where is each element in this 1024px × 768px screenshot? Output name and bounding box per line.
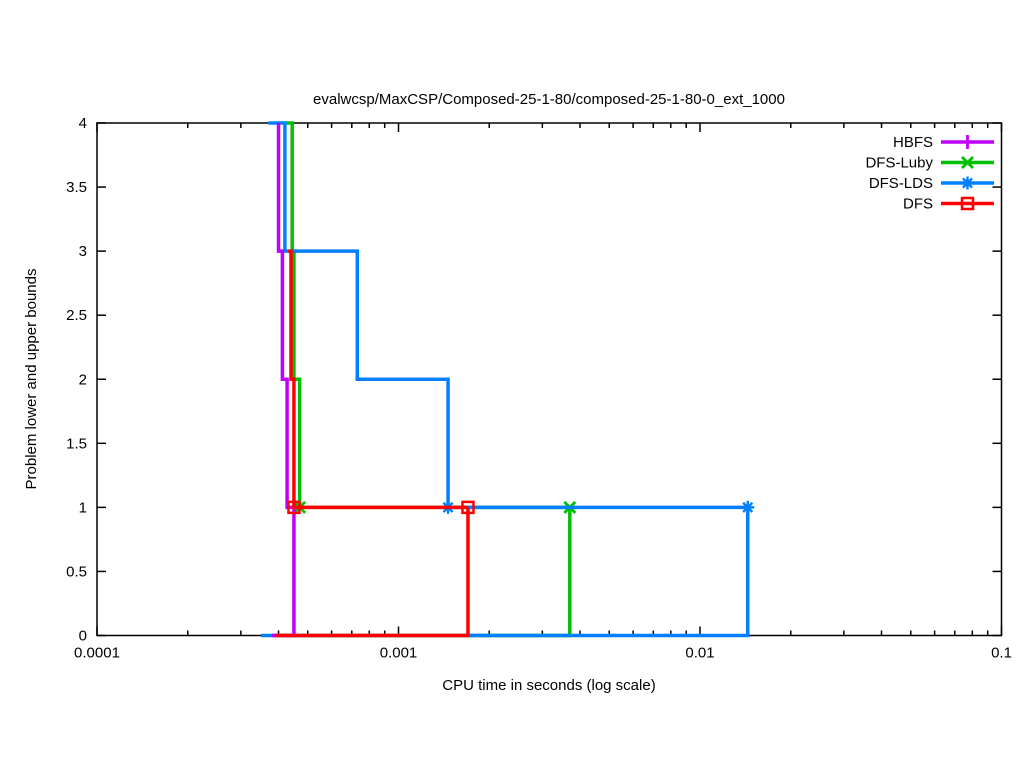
plot-border-rect bbox=[96, 122, 1003, 637]
y-tick-label: 3 bbox=[79, 243, 87, 260]
upper-bound-curve bbox=[287, 249, 468, 510]
legend: HBFS DFS-Luby DFS-LDS DFS bbox=[865, 134, 994, 213]
star-marker-icon bbox=[741, 500, 755, 514]
y-tick-label: 0.5 bbox=[66, 563, 87, 580]
x-tick-label: 0.1 bbox=[991, 645, 1012, 662]
legend-label: DFS-Luby bbox=[865, 155, 933, 172]
axis-ticks bbox=[96, 122, 1003, 637]
y-tick-label: 0 bbox=[79, 628, 87, 645]
y-tick-label: 2.5 bbox=[66, 307, 87, 324]
square-marker-icon bbox=[960, 196, 975, 211]
lower-bound-curve bbox=[275, 507, 470, 638]
x-tick-label: 0.001 bbox=[380, 645, 418, 662]
y-tick-label: 4 bbox=[79, 115, 87, 132]
star-marker-icon bbox=[961, 176, 974, 190]
y-tick-label: 2 bbox=[79, 371, 87, 388]
y-tick-label: 3.5 bbox=[66, 179, 87, 196]
series-DFS-LDS bbox=[261, 121, 755, 638]
lower-bound-curve bbox=[261, 507, 750, 638]
y-tick-label: 1.5 bbox=[66, 435, 87, 452]
lower-bound-curve bbox=[271, 507, 296, 638]
upper-bound-curve bbox=[268, 121, 748, 510]
series-DFS bbox=[275, 249, 475, 638]
plot-border bbox=[96, 122, 1003, 637]
legend-item-DFS-Luby: DFS-Luby bbox=[865, 155, 994, 172]
tick-labels: 0.0001 0.001 0.01 0.1 0 0.5 1 1.5 2 2.5 3 3.5 4 bbox=[66, 115, 1012, 662]
legend-label: HBFS bbox=[893, 134, 933, 151]
legend-item-HBFS: HBFS bbox=[893, 134, 994, 151]
y-axis-title: Problem lower and upper bounds bbox=[23, 269, 40, 490]
y-tick-label: 1 bbox=[79, 499, 87, 516]
legend-label: DFS-LDS bbox=[869, 175, 933, 192]
legend-item-DFS: DFS bbox=[903, 196, 994, 213]
cross-marker-icon bbox=[961, 156, 974, 169]
legend-item-DFS-LDS: DFS-LDS bbox=[869, 175, 994, 192]
upper-bound-curve bbox=[281, 121, 570, 510]
legend-label: DFS bbox=[903, 196, 933, 213]
x-tick-label: 0.01 bbox=[685, 645, 714, 662]
chart-title: evalwcsp/MaxCSP/Composed-25-1-80/compose… bbox=[313, 91, 785, 108]
square-marker-icon bbox=[461, 500, 475, 515]
x-axis-title: CPU time in seconds (log scale) bbox=[442, 677, 655, 694]
series-layer bbox=[261, 121, 755, 638]
plus-marker-icon bbox=[960, 135, 975, 149]
lower-bound-curve bbox=[280, 507, 572, 638]
x-tick-label: 0.0001 bbox=[74, 645, 120, 662]
square-marker-icon bbox=[287, 500, 301, 515]
